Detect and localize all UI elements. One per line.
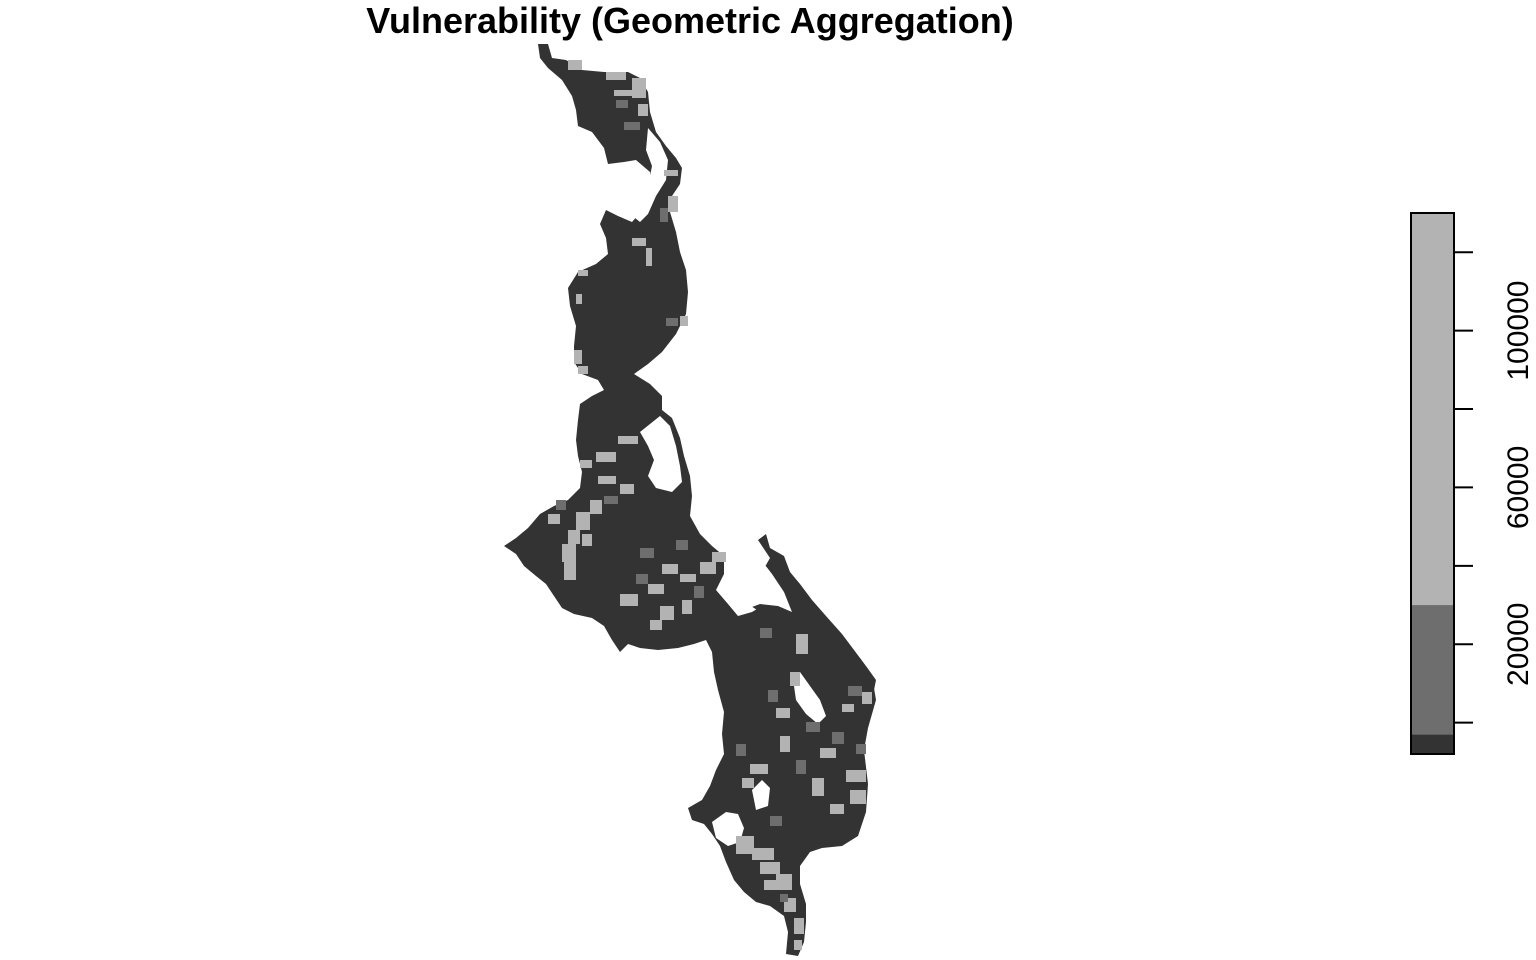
region-east-lobe <box>748 534 876 718</box>
legend-tick-label-5: 100000 <box>1502 281 1535 381</box>
legend-tick-label-3: 60000 <box>1502 446 1535 529</box>
legend-class-2 <box>1411 213 1454 606</box>
lake-north <box>630 128 668 222</box>
legend-tick-label-1: 20000 <box>1502 603 1535 686</box>
vulnerability-raster-map <box>504 44 876 956</box>
legend-frame <box>1410 212 1455 755</box>
region-low-vulnerability <box>504 44 876 956</box>
lake-center <box>640 416 682 492</box>
lake-south-inlet <box>794 672 826 724</box>
high-vulnerability-patches <box>548 60 872 950</box>
legend-color-bar <box>1411 213 1454 754</box>
page-title: Vulnerability (Geometric Aggregation) <box>366 0 1014 41</box>
legend: 20000 60000 100000 <box>1410 212 1535 755</box>
legend-class-1 <box>1411 605 1454 735</box>
map-region <box>504 44 876 956</box>
lake-south-channel <box>722 552 792 612</box>
mid-vulnerability-patches <box>556 100 866 902</box>
legend-ticks: 20000 60000 100000 <box>1454 251 1535 724</box>
lake-south-small <box>752 780 770 810</box>
legend-class-0 <box>1411 734 1454 754</box>
